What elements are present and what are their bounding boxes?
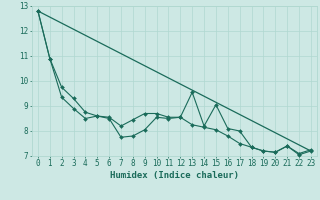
X-axis label: Humidex (Indice chaleur): Humidex (Indice chaleur) <box>110 171 239 180</box>
